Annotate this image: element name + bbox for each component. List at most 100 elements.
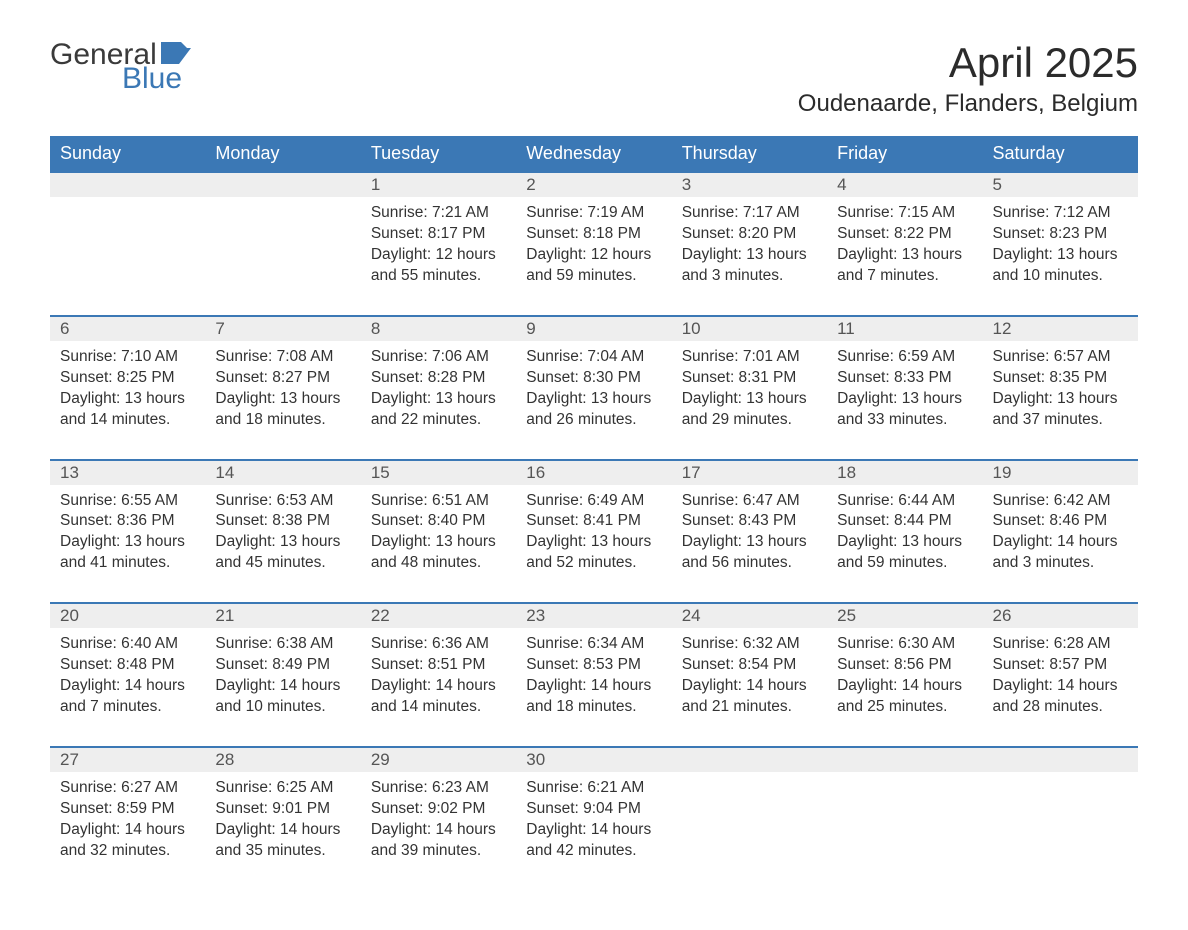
sunset-line: Sunset: 8:56 PM [837, 655, 972, 676]
sunset-line: Sunset: 8:59 PM [60, 799, 195, 820]
daylight-line: and 25 minutes. [837, 697, 972, 718]
day-number-cell [50, 172, 205, 197]
daylight-line: and 42 minutes. [526, 841, 661, 862]
day-detail-cell: Sunrise: 6:51 AMSunset: 8:40 PMDaylight:… [361, 485, 516, 604]
sunrise-line: Sunrise: 6:51 AM [371, 491, 506, 512]
sunset-line: Sunset: 8:20 PM [682, 224, 817, 245]
day-number-cell: 29 [361, 747, 516, 772]
day-number-cell [983, 747, 1138, 772]
day-detail-cell: Sunrise: 7:06 AMSunset: 8:28 PMDaylight:… [361, 341, 516, 460]
day-detail-cell: Sunrise: 6:21 AMSunset: 9:04 PMDaylight:… [516, 772, 671, 890]
daylight-line: and 28 minutes. [993, 697, 1128, 718]
daylight-line: and 33 minutes. [837, 410, 972, 431]
sunset-line: Sunset: 8:38 PM [215, 511, 350, 532]
day-detail-cell [205, 197, 360, 316]
sunrise-line: Sunrise: 7:17 AM [682, 203, 817, 224]
daylight-line: Daylight: 14 hours [682, 676, 817, 697]
day-number-cell: 5 [983, 172, 1138, 197]
sunset-line: Sunset: 8:22 PM [837, 224, 972, 245]
day-detail-cell: Sunrise: 6:23 AMSunset: 9:02 PMDaylight:… [361, 772, 516, 890]
day-number-cell: 12 [983, 316, 1138, 341]
daylight-line: Daylight: 14 hours [526, 820, 661, 841]
day-number-cell: 30 [516, 747, 671, 772]
day-number-cell: 13 [50, 460, 205, 485]
daylight-line: Daylight: 14 hours [60, 820, 195, 841]
sunrise-line: Sunrise: 7:06 AM [371, 347, 506, 368]
sunset-line: Sunset: 9:01 PM [215, 799, 350, 820]
day-detail-cell [50, 197, 205, 316]
sunset-line: Sunset: 8:23 PM [993, 224, 1128, 245]
day-number-cell: 11 [827, 316, 982, 341]
daylight-line: Daylight: 14 hours [993, 676, 1128, 697]
daylight-line: Daylight: 14 hours [215, 820, 350, 841]
daylight-line: and 3 minutes. [993, 553, 1128, 574]
daylight-line: and 37 minutes. [993, 410, 1128, 431]
day-detail-cell [672, 772, 827, 890]
sunrise-line: Sunrise: 6:53 AM [215, 491, 350, 512]
dow-header: Saturday [983, 136, 1138, 172]
daylight-line: and 26 minutes. [526, 410, 661, 431]
daylight-line: Daylight: 13 hours [526, 532, 661, 553]
day-detail-cell: Sunrise: 6:53 AMSunset: 8:38 PMDaylight:… [205, 485, 360, 604]
sunrise-line: Sunrise: 7:10 AM [60, 347, 195, 368]
sunrise-line: Sunrise: 7:12 AM [993, 203, 1128, 224]
day-detail-cell: Sunrise: 6:44 AMSunset: 8:44 PMDaylight:… [827, 485, 982, 604]
daylight-line: Daylight: 13 hours [60, 532, 195, 553]
sunset-line: Sunset: 8:35 PM [993, 368, 1128, 389]
day-detail-cell: Sunrise: 6:47 AMSunset: 8:43 PMDaylight:… [672, 485, 827, 604]
day-number-cell: 18 [827, 460, 982, 485]
dow-header: Thursday [672, 136, 827, 172]
sunrise-line: Sunrise: 6:27 AM [60, 778, 195, 799]
brand-word-2: Blue [122, 64, 195, 94]
day-number-cell: 8 [361, 316, 516, 341]
sunset-line: Sunset: 8:49 PM [215, 655, 350, 676]
daylight-line: Daylight: 14 hours [526, 676, 661, 697]
sunrise-line: Sunrise: 7:08 AM [215, 347, 350, 368]
day-number-cell: 7 [205, 316, 360, 341]
sunrise-line: Sunrise: 6:28 AM [993, 634, 1128, 655]
sunrise-line: Sunrise: 6:49 AM [526, 491, 661, 512]
daylight-line: Daylight: 13 hours [371, 532, 506, 553]
sunset-line: Sunset: 8:51 PM [371, 655, 506, 676]
month-title: April 2025 [798, 40, 1138, 86]
daylight-line: and 14 minutes. [60, 410, 195, 431]
daylight-line: and 41 minutes. [60, 553, 195, 574]
day-detail-cell: Sunrise: 6:27 AMSunset: 8:59 PMDaylight:… [50, 772, 205, 890]
day-detail-cell: Sunrise: 7:19 AMSunset: 8:18 PMDaylight:… [516, 197, 671, 316]
daylight-line: and 22 minutes. [371, 410, 506, 431]
day-detail-cell: Sunrise: 6:55 AMSunset: 8:36 PMDaylight:… [50, 485, 205, 604]
day-number-cell: 6 [50, 316, 205, 341]
week-number-row: 27282930 [50, 747, 1138, 772]
daylight-line: Daylight: 14 hours [371, 676, 506, 697]
calendar-table: SundayMondayTuesdayWednesdayThursdayFrid… [50, 136, 1138, 889]
sunrise-line: Sunrise: 6:59 AM [837, 347, 972, 368]
dow-header: Wednesday [516, 136, 671, 172]
daylight-line: and 35 minutes. [215, 841, 350, 862]
sunset-line: Sunset: 8:17 PM [371, 224, 506, 245]
day-detail-cell: Sunrise: 6:34 AMSunset: 8:53 PMDaylight:… [516, 628, 671, 747]
sunrise-line: Sunrise: 6:23 AM [371, 778, 506, 799]
day-number-cell: 21 [205, 603, 360, 628]
calendar-header: SundayMondayTuesdayWednesdayThursdayFrid… [50, 136, 1138, 172]
sunrise-line: Sunrise: 6:55 AM [60, 491, 195, 512]
week-detail-row: Sunrise: 6:40 AMSunset: 8:48 PMDaylight:… [50, 628, 1138, 747]
sunrise-line: Sunrise: 6:25 AM [215, 778, 350, 799]
sunset-line: Sunset: 8:18 PM [526, 224, 661, 245]
daylight-line: Daylight: 13 hours [837, 532, 972, 553]
sunset-line: Sunset: 9:04 PM [526, 799, 661, 820]
daylight-line: and 21 minutes. [682, 697, 817, 718]
sunset-line: Sunset: 8:57 PM [993, 655, 1128, 676]
sunrise-line: Sunrise: 7:01 AM [682, 347, 817, 368]
sunset-line: Sunset: 8:31 PM [682, 368, 817, 389]
sunset-line: Sunset: 8:48 PM [60, 655, 195, 676]
sunrise-line: Sunrise: 6:42 AM [993, 491, 1128, 512]
daylight-line: Daylight: 14 hours [60, 676, 195, 697]
daylight-line: and 10 minutes. [215, 697, 350, 718]
day-detail-cell: Sunrise: 6:28 AMSunset: 8:57 PMDaylight:… [983, 628, 1138, 747]
day-number-cell [827, 747, 982, 772]
daylight-line: and 56 minutes. [682, 553, 817, 574]
dow-header: Monday [205, 136, 360, 172]
day-number-cell: 16 [516, 460, 671, 485]
week-detail-row: Sunrise: 7:21 AMSunset: 8:17 PMDaylight:… [50, 197, 1138, 316]
daylight-line: Daylight: 13 hours [682, 245, 817, 266]
